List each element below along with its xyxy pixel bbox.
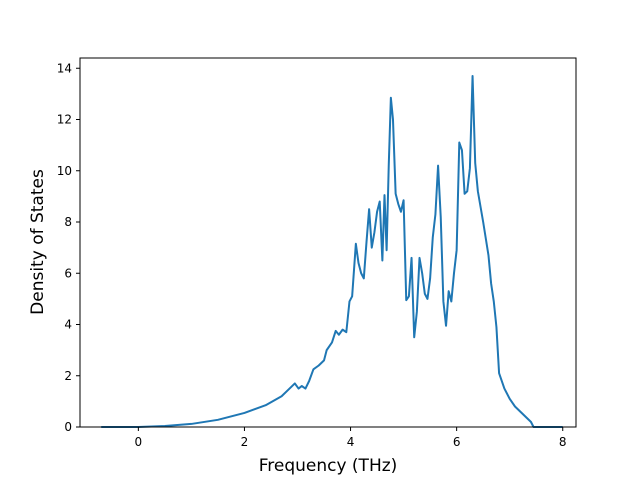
x-axis-label: Frequency (THz) bbox=[259, 456, 398, 476]
y-tick-label: 12 bbox=[57, 113, 72, 127]
y-tick-label: 14 bbox=[57, 61, 72, 75]
y-axis-ticks: 0 2 4 6 8 10 12 14 bbox=[57, 61, 80, 434]
x-tick-label: 0 bbox=[135, 435, 143, 449]
x-tick-label: 2 bbox=[241, 435, 249, 449]
axes-frame bbox=[79, 57, 577, 428]
y-tick-label: 10 bbox=[57, 164, 72, 178]
y-tick-label: 6 bbox=[64, 266, 72, 280]
x-tick-label: 6 bbox=[453, 435, 461, 449]
y-tick-label: 0 bbox=[64, 420, 72, 434]
y-tick-label: 4 bbox=[64, 318, 72, 332]
x-tick-label: 8 bbox=[559, 435, 567, 449]
y-axis-label: Density of States bbox=[28, 169, 48, 315]
y-tick-label: 2 bbox=[64, 369, 72, 383]
x-tick-label: 4 bbox=[347, 435, 355, 449]
plot-area bbox=[79, 57, 577, 428]
x-axis-ticks: 0 2 4 6 8 bbox=[135, 427, 567, 449]
series-line-0 bbox=[101, 74, 563, 428]
y-tick-label: 8 bbox=[64, 215, 72, 229]
